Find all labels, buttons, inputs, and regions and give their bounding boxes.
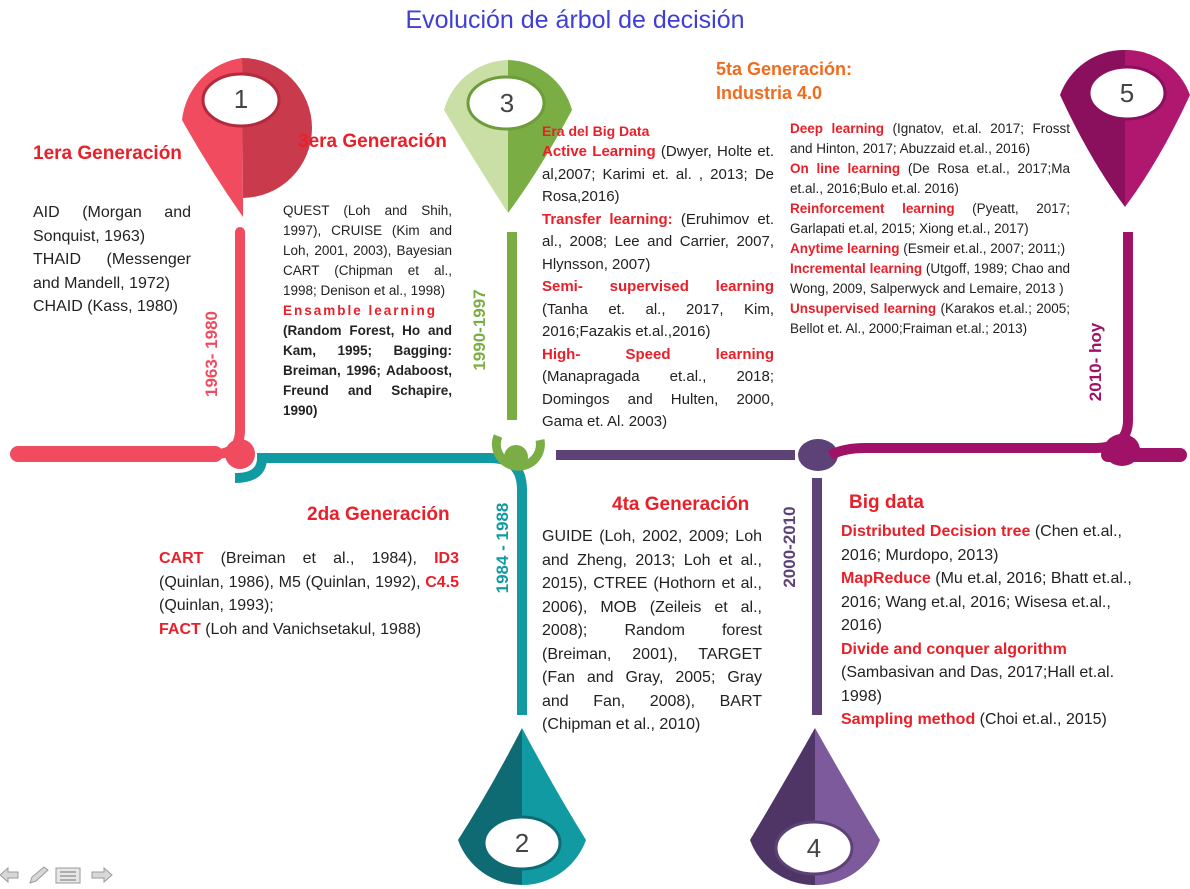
- back-arrow-icon[interactable]: [0, 866, 19, 884]
- gen1-item: THAID (Messenger and Mandell, 1972): [33, 251, 191, 292]
- diagram-title: Evolución de árbol de decisión: [405, 6, 745, 34]
- deep-learning-ref: (Ignatov, et.al. 2017; Frosst and Hinton…: [790, 121, 1070, 156]
- id3-label: ID3: [434, 550, 459, 567]
- distributed-tree-label: Distributed Decision tree: [841, 523, 1031, 540]
- bigdata-era-block: Era del Big Data Active Learning (Dwyer,…: [542, 121, 774, 434]
- high-speed-ref: (Manapragada et.al., 2018; Domingos and …: [542, 368, 774, 430]
- pin-3-circle: [466, 75, 546, 131]
- mapreduce-label: MapReduce: [841, 570, 931, 587]
- deep-learning-label: Deep learning: [790, 121, 884, 136]
- anytime-learning-ref: (Esmeir et.al., 2007; 2011;): [899, 241, 1066, 256]
- gen4-text: GUIDE (Loh, 2002, 2009; Loh and Zheng, 2…: [542, 528, 762, 733]
- semi-supervised-label: Semi- supervised learning: [542, 278, 774, 295]
- pin-5-number: 5: [1119, 78, 1135, 108]
- pin-4: [750, 728, 880, 885]
- pin-5-circle: [1087, 65, 1167, 121]
- incremental-learning-ref: (Utgoff, 1989; Chao and Wong, 2009, Salp…: [790, 261, 1070, 296]
- anytime-learning-label: Anytime learning: [790, 241, 900, 256]
- gen3-text: QUEST (Loh and Shih, 1997), CRUISE (Kim …: [283, 203, 452, 298]
- pin-3: [444, 60, 572, 213]
- fact-ref: (Loh and Vanichsetakul, 1988): [200, 620, 422, 638]
- gen2-title: 2da Generación: [307, 504, 450, 525]
- bigdata-title: Big data: [849, 492, 924, 513]
- active-learning-label: Active Learning: [542, 143, 656, 160]
- fact-label: FACT: [159, 620, 201, 638]
- sampling-method-ref: (Choi et.al., 2015): [975, 711, 1107, 728]
- high-speed-label: High- Speed learning: [542, 345, 774, 363]
- c45-ref: (Quinlan, 1993);: [159, 597, 274, 614]
- period-label-2: 1984 - 1988: [493, 502, 512, 594]
- cart-ref: (Breiman et al., 1984),: [203, 550, 435, 567]
- timeline-segment-2: [234, 453, 527, 715]
- online-learning-label: On line learning: [790, 161, 901, 176]
- c45-label: C4.5: [425, 573, 459, 591]
- gen5-title-line1: 5ta Generación:: [716, 59, 853, 79]
- semi-supervised-ref: (Tanha et. al., 2017, Kim, 2016;Fazakis …: [542, 300, 774, 341]
- gen5-title-line2: Industria 4.0: [716, 83, 823, 103]
- active-learning-ref: (Dwyer, Holte et. al,2007; Karimi et. al…: [542, 143, 774, 205]
- node-5: [1104, 434, 1140, 466]
- gen1-title: 1era Generación: [33, 143, 182, 164]
- pin-1-number: 1: [233, 84, 249, 114]
- pen-icon[interactable]: [29, 866, 49, 884]
- unsupervised-learning-label: Unsupervised learning: [790, 301, 937, 316]
- transfer-learning-label: Transfer learning:: [542, 210, 673, 228]
- slideshow-nav-icons: [0, 866, 113, 884]
- gen2-block: CART (Breiman et al., 1984), ID3 (Quinla…: [159, 547, 459, 641]
- gen3-ensemble-text: (Random Forest, Ho and Kam, 1995; Baggin…: [283, 323, 452, 418]
- incremental-learning-label: Incremental learning: [790, 261, 923, 276]
- divide-conquer-label: Divide and conquer algorithm: [841, 640, 1067, 658]
- pin-4-circle: [774, 820, 854, 876]
- cart-label: CART: [159, 550, 204, 567]
- id3-ref: (Quinlan, 1986), M5 (Quinlan, 1992),: [159, 573, 426, 591]
- gen5-block: Deep learning (Ignatov, et.al. 2017; Fro…: [790, 119, 1070, 339]
- forward-arrow-icon[interactable]: [91, 866, 113, 884]
- bigdata-block: Distributed Decision tree (Chen et.al., …: [841, 520, 1151, 732]
- gen3-ensemble-heading: Ensamble learning: [283, 303, 438, 318]
- bigdata-era-heading: Era del Big Data: [542, 123, 650, 139]
- period-label-5: 2010- hoy: [1086, 322, 1105, 402]
- slideshow-nav: [0, 866, 120, 884]
- gen1-item: AID (Morgan and Sonquist, 1963): [33, 204, 191, 245]
- menu-icon[interactable]: [55, 867, 81, 884]
- gen1-item: CHAID (Kass, 1980): [33, 298, 178, 315]
- pin-5: [1060, 49, 1190, 207]
- divide-conquer-ref: (Sambasivan and Das, 2017;Hall et.al. 19…: [841, 664, 1115, 705]
- period-label-3: 1990-1997: [470, 289, 489, 371]
- pin-2-number: 2: [514, 828, 530, 858]
- node-3: [504, 445, 528, 469]
- pin-4-number: 4: [806, 833, 822, 863]
- period-label-4: 2000-2010: [780, 506, 799, 588]
- online-learning-ref: (De Rosa et.al., 2017;Ma et.al., 2016;Bu…: [790, 161, 1071, 196]
- sampling-method-label: Sampling method: [841, 711, 976, 728]
- reinforcement-learning-ref: (Pyeatt, 2017; Garlapati et.al, 2015; Xi…: [790, 201, 1071, 236]
- node-1: [225, 439, 255, 469]
- pin-1: [182, 58, 312, 217]
- timeline-segment-4: [556, 450, 822, 715]
- node-4: [798, 439, 838, 471]
- pin-3-number: 3: [499, 88, 515, 118]
- timeline-segment-3: [491, 232, 545, 471]
- reinforcement-learning-label: Reinforcement learning: [790, 201, 955, 216]
- transfer-learning-ref: (Eruhimov et. al., 2008; Lee and Carrier…: [542, 210, 774, 273]
- gen3-title: 3era Generación: [298, 131, 447, 152]
- distributed-tree-ref: (Chen et.al., 2016; Murdopo, 2013): [841, 523, 1122, 564]
- pin-2: [458, 728, 586, 885]
- period-label-1: 1963- 1980: [202, 310, 221, 398]
- gen5-title: 5ta Generación: Industria 4.0: [716, 57, 852, 105]
- gen1-list: AID (Morgan and Sonquist, 1963) THAID (M…: [33, 201, 191, 319]
- gen3-text-block: QUEST (Loh and Shih, 1997), CRUISE (Kim …: [283, 201, 452, 421]
- gen4-title: 4ta Generación: [612, 494, 750, 515]
- mapreduce-ref: (Mu et.al, 2016; Bhatt et.al., 2016; Wan…: [841, 570, 1132, 634]
- pin-1-circle: [201, 72, 281, 128]
- pin-2-circle: [482, 815, 562, 871]
- unsupervised-learning-ref: (Karakos et.al.; 2005; Bellot et. Al., 2…: [790, 301, 1070, 336]
